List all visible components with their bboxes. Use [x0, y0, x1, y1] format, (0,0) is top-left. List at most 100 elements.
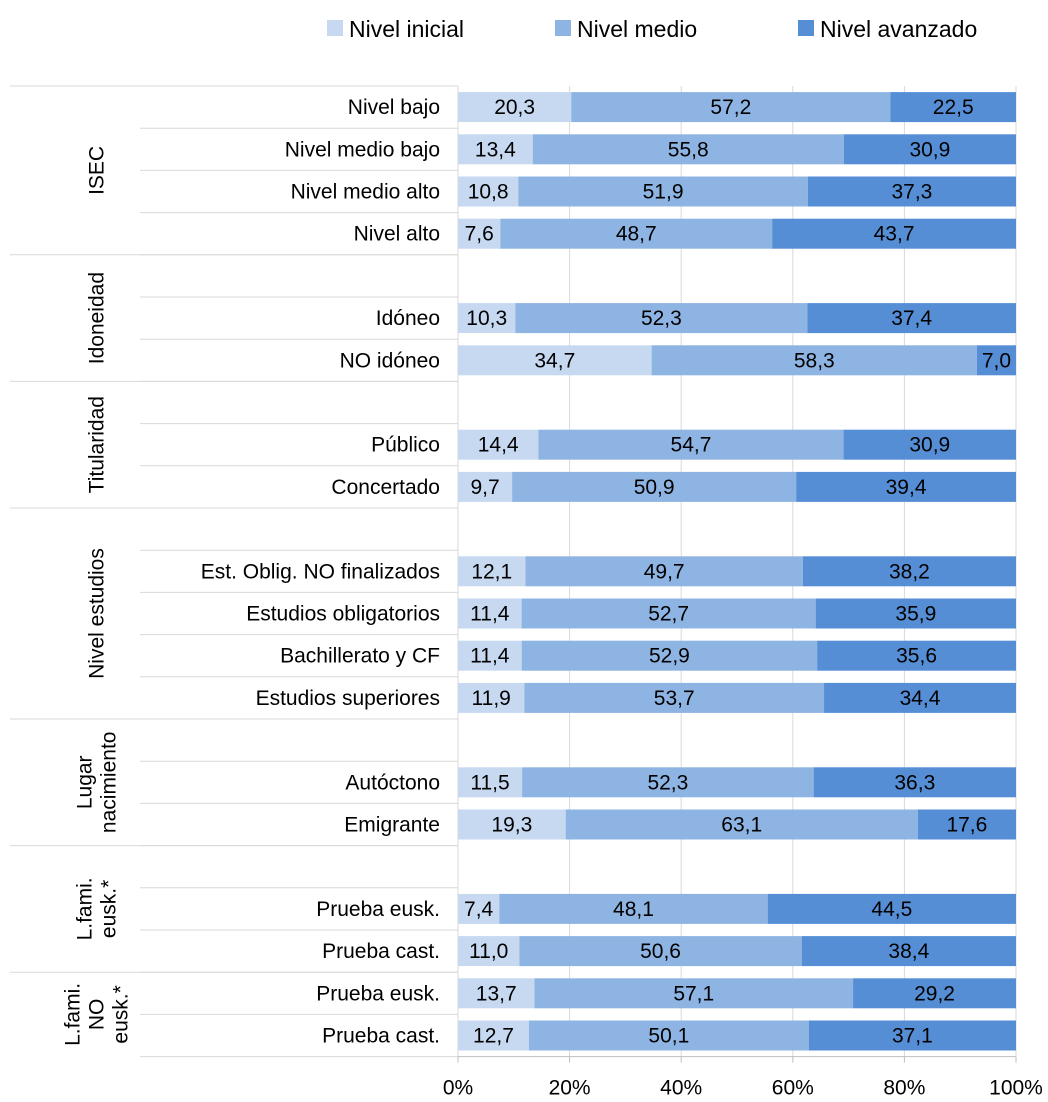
- group-label: Idoneidad: [86, 272, 109, 364]
- group-labels: ISEC Idoneidad Titularidad Nivel estudios Lu…: [62, 146, 133, 1046]
- bar-segment-nivel-avanzado: [802, 556, 1016, 587]
- data-label: 57,1: [673, 982, 714, 1005]
- category-label: Nivel medio alto: [291, 181, 440, 204]
- data-label: 10,8: [468, 181, 509, 204]
- data-label: 53,7: [654, 687, 695, 710]
- bar-segment-nivel-avanzado: [853, 978, 1016, 1009]
- bar-segment-nivel-inicial: [458, 893, 500, 924]
- bar-segment-nivel-avanzado: [796, 471, 1016, 502]
- legend-swatch-1: [327, 20, 343, 36]
- data-label: 29,2: [914, 982, 955, 1005]
- bar-segment-nivel-medio: [532, 134, 844, 165]
- data-label: 36,3: [894, 771, 935, 794]
- bar-segment-nivel-medio: [528, 1020, 809, 1051]
- bar-segment-nivel-medio: [512, 471, 797, 502]
- data-label: 30,9: [909, 138, 950, 161]
- bar-segment-nivel-avanzado: [807, 176, 1016, 207]
- data-label: 10,3: [466, 307, 507, 330]
- data-label: 7,0: [982, 349, 1011, 372]
- group-label: NO: [86, 999, 109, 1031]
- data-label: 37,3: [891, 181, 932, 204]
- bar-segment-nivel-inicial: [458, 1020, 529, 1051]
- bar-segment-nivel-avanzado: [890, 92, 1016, 123]
- bar-segment-nivel-avanzado: [767, 893, 1016, 924]
- x-tick-label: 80%: [883, 1077, 925, 1100]
- bar-segment-nivel-avanzado: [843, 134, 1016, 165]
- category-label: Prueba cast.: [322, 940, 440, 963]
- bar-segment-nivel-medio: [499, 893, 768, 924]
- bar-segment-nivel-avanzado: [807, 303, 1016, 334]
- category-label: Est. Oblig. NO finalizados: [201, 560, 440, 583]
- data-label: 50,9: [634, 476, 675, 499]
- category-label: Estudios superiores: [256, 687, 440, 710]
- data-label: 12,1: [471, 560, 512, 583]
- legend-label-2: Nivel medio: [577, 16, 697, 42]
- data-label: 12,7: [473, 1025, 514, 1048]
- data-labels: 20,3 57,2 22,5 13,4 55,8 30,9 10,8 51,9 37,3 7,6 4…: [464, 96, 1011, 1047]
- bar-segment-nivel-inicial: [458, 598, 522, 629]
- data-label: 49,7: [644, 560, 685, 583]
- bar-segment-nivel-inicial: [458, 556, 526, 587]
- bar-segment-nivel-inicial: [458, 429, 539, 460]
- category-label: Prueba eusk.: [316, 982, 440, 1005]
- data-label: 48,1: [613, 898, 654, 921]
- bars: [458, 92, 1016, 1051]
- data-label: 34,7: [534, 349, 575, 372]
- data-label: 38,2: [889, 560, 930, 583]
- data-label: 34,4: [900, 687, 941, 710]
- data-label: 38,4: [888, 940, 929, 963]
- group-label: eusk.*: [110, 985, 133, 1043]
- data-label: 7,4: [464, 898, 494, 921]
- data-label: 30,9: [909, 434, 950, 457]
- data-label: 11,4: [470, 645, 510, 668]
- category-labels: Nivel bajo Nivel medio bajo Nivel medio al…: [201, 96, 440, 1047]
- data-label: 52,7: [648, 603, 689, 626]
- x-axis: 0% 20% 40% 60% 80% 100%: [443, 1056, 1043, 1100]
- category-label: Prueba eusk.: [316, 898, 440, 921]
- category-label: Bachillerato y CF: [280, 645, 440, 668]
- bar-segment-nivel-avanzado: [817, 640, 1016, 671]
- bar-segment-nivel-avanzado: [808, 1020, 1016, 1051]
- x-tick-label: 20%: [549, 1077, 591, 1100]
- data-label: 43,7: [874, 223, 915, 246]
- data-label: 39,4: [886, 476, 927, 499]
- bar-segment-nivel-medio: [524, 682, 825, 713]
- data-label: 37,4: [891, 307, 932, 330]
- category-label: Estudios obligatorios: [246, 603, 440, 626]
- x-tick-label: 100%: [989, 1077, 1043, 1100]
- data-label: 13,4: [475, 138, 516, 161]
- data-label: 11,9: [472, 687, 511, 710]
- group-label: Titularidad: [86, 396, 109, 493]
- legend-label-1: Nivel inicial: [349, 16, 464, 42]
- data-label: 19,3: [491, 814, 532, 837]
- bar-segment-nivel-inicial: [458, 936, 520, 967]
- group-label: L.fami.: [62, 983, 85, 1046]
- data-label: 9,7: [470, 476, 499, 499]
- bar-segment-nivel-inicial: [458, 471, 513, 502]
- bar-segment-nivel-inicial: [458, 640, 522, 671]
- bar-segment-nivel-medio: [519, 936, 802, 967]
- legend-label-3: Nivel avanzado: [820, 16, 977, 42]
- data-label: 51,9: [643, 181, 684, 204]
- bar-segment-nivel-inicial: [458, 345, 652, 376]
- data-label: 50,1: [648, 1025, 689, 1048]
- bar-segment-nivel-inicial: [458, 303, 516, 334]
- bar-segment-nivel-avanzado: [824, 682, 1016, 713]
- group-label: Lugar: [74, 755, 97, 809]
- bar-segment-nivel-inicial: [458, 218, 501, 249]
- legend: Nivel inicial Nivel medio Nivel avanzado: [327, 16, 977, 42]
- bar-segment-nivel-avanzado: [976, 345, 1016, 376]
- data-label: 35,6: [896, 645, 937, 668]
- bar-segment-nivel-inicial: [458, 176, 519, 207]
- x-tick-label: 60%: [772, 1077, 814, 1100]
- legend-swatch-3: [798, 20, 814, 36]
- data-label: 52,3: [647, 771, 688, 794]
- category-label: Emigrante: [344, 814, 440, 837]
- data-label: 55,8: [668, 138, 709, 161]
- bar-segment-nivel-medio: [522, 767, 814, 798]
- bar-segment-nivel-inicial: [458, 809, 566, 840]
- data-label: 44,5: [871, 898, 912, 921]
- bar-segment-nivel-avanzado: [917, 809, 1016, 840]
- data-label: 20,3: [494, 96, 535, 119]
- data-label: 63,1: [721, 814, 762, 837]
